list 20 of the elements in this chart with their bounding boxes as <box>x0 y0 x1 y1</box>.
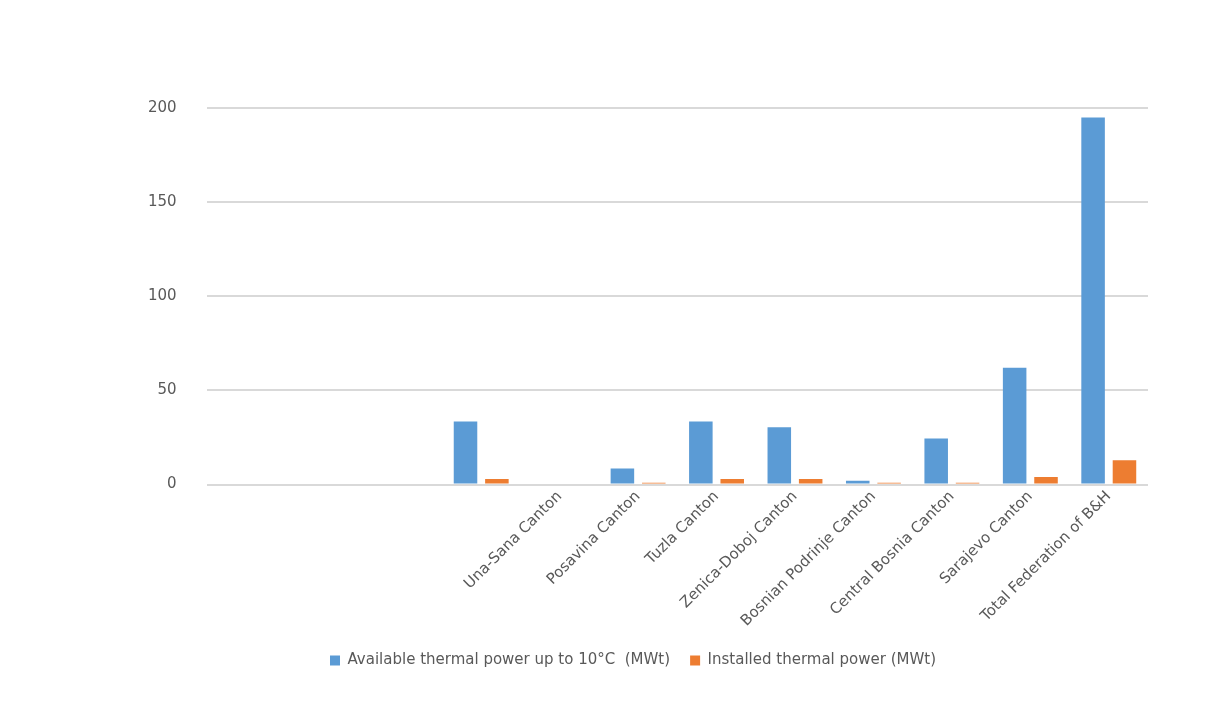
bar <box>453 421 478 484</box>
legend-label: Available thermal power up to 10°C (MWt) <box>347 650 671 669</box>
bar <box>1034 477 1058 484</box>
bar <box>1081 117 1105 484</box>
bar <box>924 438 948 484</box>
y-tick-label: 200 <box>147 97 177 116</box>
y-tick-label: 150 <box>147 192 177 211</box>
y-tick-label: 0 <box>167 474 177 493</box>
bar <box>720 478 744 484</box>
legend-label: Installed thermal power (MWt) <box>707 650 937 669</box>
bar <box>845 480 870 484</box>
bar <box>767 427 792 484</box>
bar <box>485 478 509 484</box>
y-tick-label: 50 <box>157 380 177 399</box>
bar <box>610 468 635 484</box>
bar <box>1002 367 1027 484</box>
bar <box>798 478 823 484</box>
bar <box>1112 460 1137 484</box>
bar <box>689 421 713 484</box>
y-tick-label: 100 <box>147 286 177 305</box>
